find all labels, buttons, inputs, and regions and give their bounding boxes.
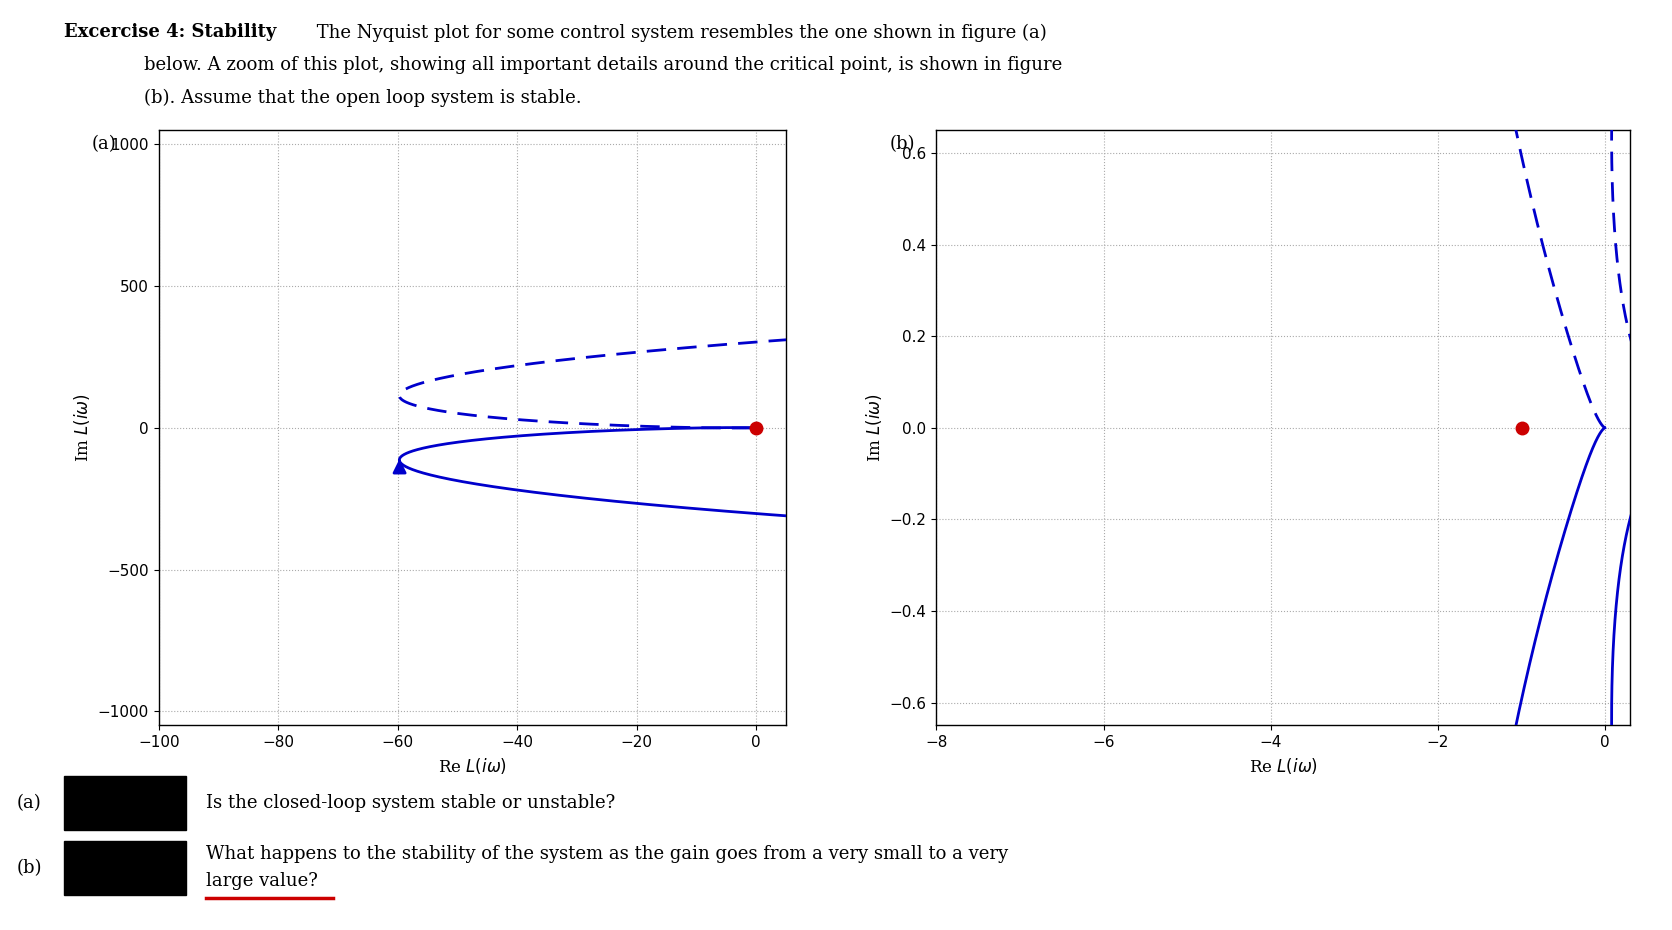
X-axis label: Re $L(i\omega)$: Re $L(i\omega)$: [1249, 756, 1318, 776]
Text: (b). Assume that the open loop system is stable.: (b). Assume that the open loop system is…: [144, 88, 582, 107]
Y-axis label: Im $L(i\omega)$: Im $L(i\omega)$: [72, 393, 92, 462]
Text: Is the closed-loop system stable or unstable?: Is the closed-loop system stable or unst…: [206, 793, 615, 812]
Text: Excercise 4: Stability: Excercise 4: Stability: [64, 23, 276, 41]
X-axis label: Re $L(i\omega)$: Re $L(i\omega)$: [438, 756, 507, 776]
Text: What happens to the stability of the system as the gain goes from a very small t: What happens to the stability of the sys…: [206, 845, 1008, 863]
Text: large value?: large value?: [206, 872, 318, 890]
Y-axis label: Im $L(i\omega)$: Im $L(i\omega)$: [864, 393, 884, 462]
Text: below. A zoom of this plot, showing all important details around the critical po: below. A zoom of this plot, showing all …: [144, 56, 1062, 73]
Text: (a): (a): [17, 793, 42, 812]
Text: (a): (a): [92, 135, 117, 153]
Text: The Nyquist plot for some control system resembles the one shown in figure (a): The Nyquist plot for some control system…: [311, 23, 1047, 42]
Text: (b): (b): [17, 858, 42, 877]
Text: (b): (b): [890, 135, 915, 153]
